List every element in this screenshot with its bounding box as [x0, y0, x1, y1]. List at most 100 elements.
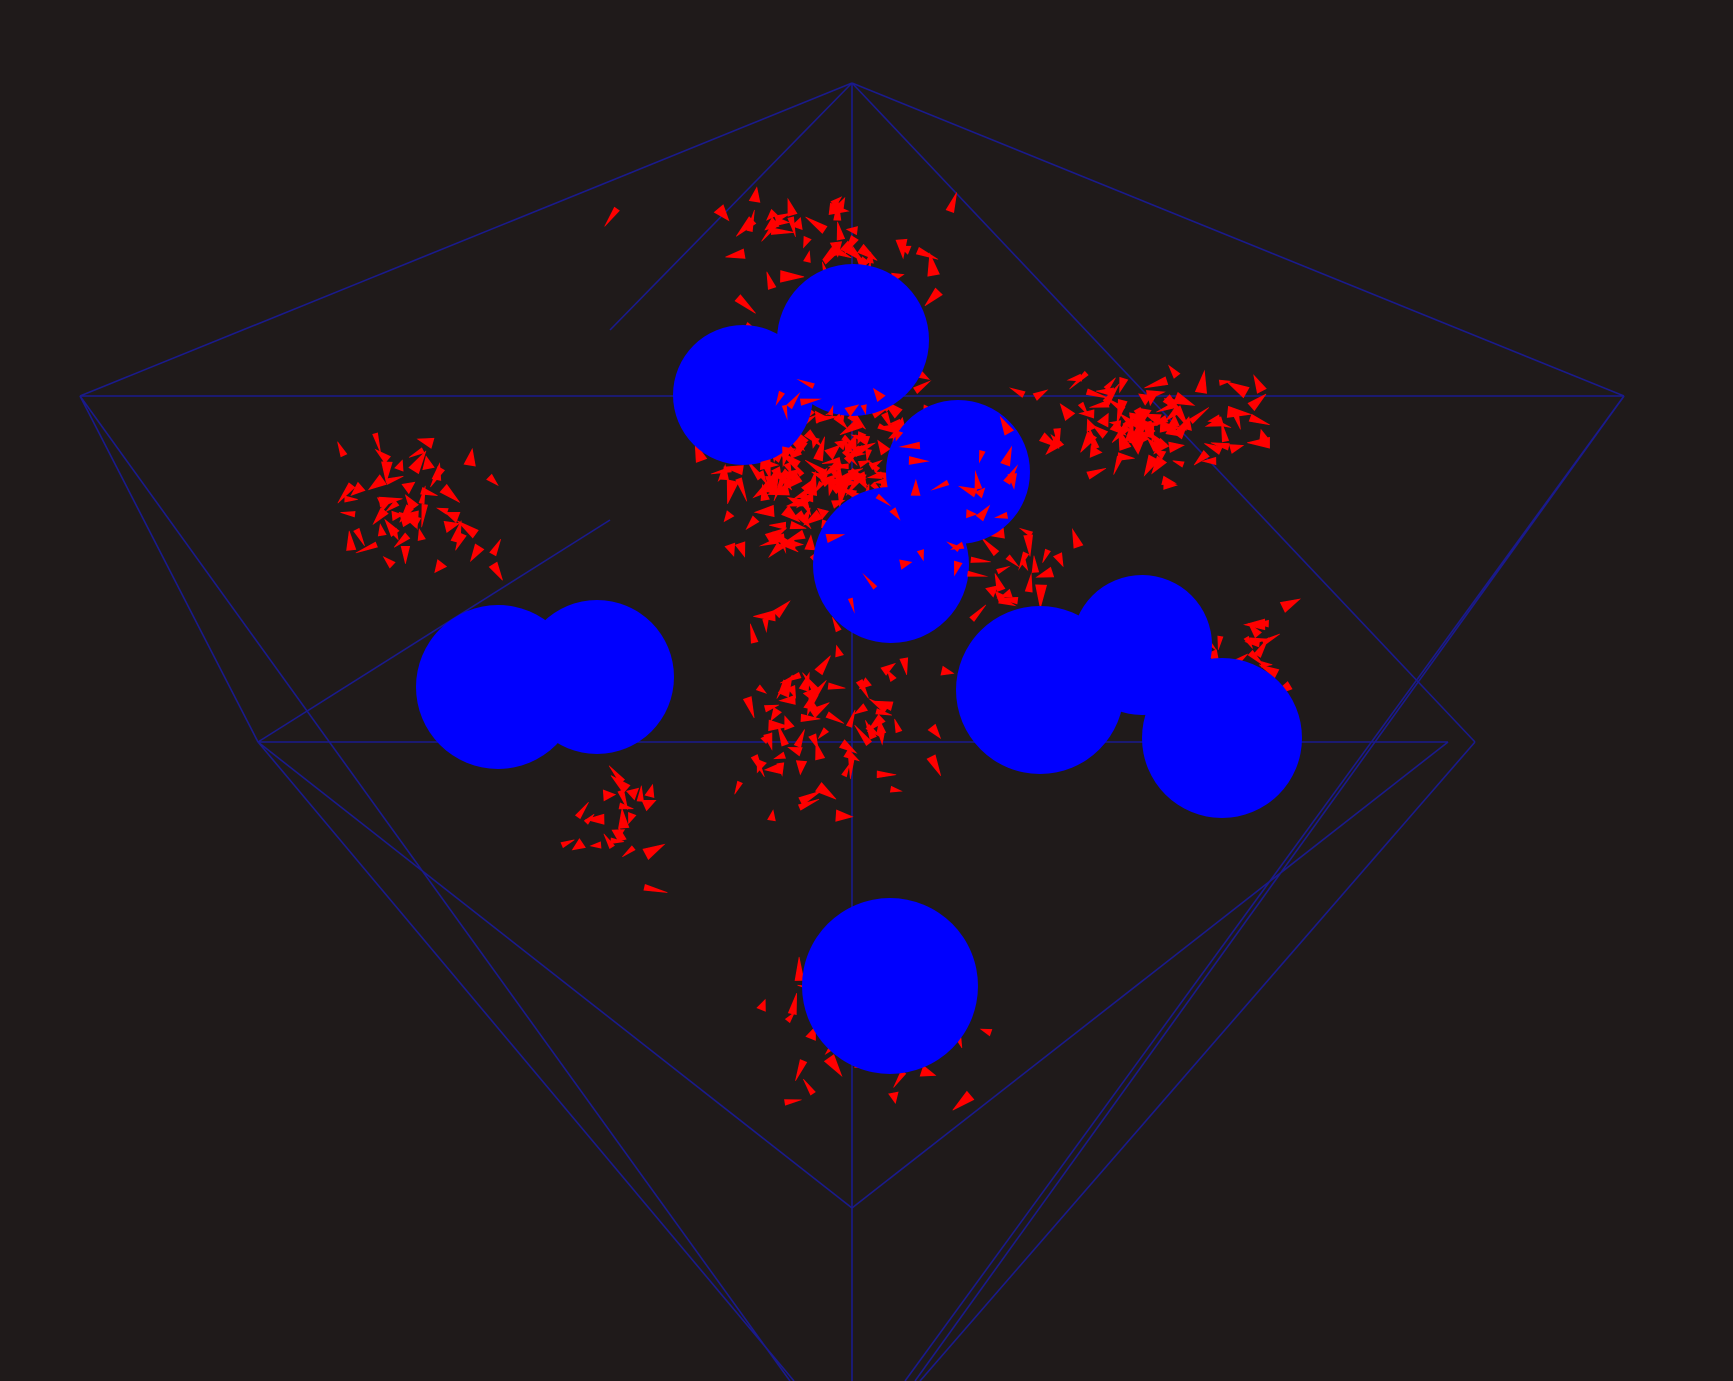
arrow-glyph-448: [924, 287, 943, 307]
arrow-glyph-321: [355, 541, 378, 554]
arrow-glyph-361: [886, 669, 897, 682]
arrow-glyph-511: [888, 1091, 899, 1105]
arrow-glyph-392: [779, 671, 802, 684]
arrow-glyph-278: [1103, 377, 1116, 392]
arrow-glyph-552: [771, 227, 795, 235]
arrow-glyph-470: [1247, 649, 1265, 667]
arrow-glyph-478: [1253, 637, 1269, 658]
arrow-glyph-87: [820, 473, 840, 488]
arrow-glyph-140: [841, 448, 858, 466]
arrow-glyph-194: [1144, 376, 1169, 389]
arrow-glyph-front-11: [910, 478, 921, 496]
arrow-glyph-front-0: [833, 413, 849, 430]
arrow-glyph-172: [793, 490, 808, 500]
arrow-glyph-front-35: [796, 378, 815, 389]
arrow-glyph-front-4: [782, 446, 792, 468]
arrow-glyph-330: [374, 448, 391, 464]
arrow-glyph-277: [1139, 408, 1152, 423]
sphere-5: [520, 600, 674, 754]
arrow-glyph-251: [1204, 416, 1225, 427]
arrow-glyph-15: [824, 444, 841, 461]
arrow-glyph-149: [794, 510, 812, 530]
arrow-glyph-front-55: [916, 549, 924, 562]
arrow-glyph-333: [393, 532, 411, 548]
arrow-glyph-524: [979, 1028, 993, 1037]
arrow-glyph-325: [389, 527, 399, 541]
arrow-glyph-244: [1119, 413, 1133, 426]
arrow-glyph-548: [644, 783, 655, 799]
arrow-glyph-281: [1179, 416, 1192, 431]
arrow-glyph-356: [835, 809, 854, 822]
arrow-glyph-380: [800, 713, 821, 722]
arrow-glyph-front-29: [752, 481, 774, 499]
arrow-glyph-309: [378, 496, 403, 508]
arrow-glyph-front-26: [862, 572, 878, 590]
arrow-glyph-256: [1089, 445, 1103, 458]
arrow-glyph-358: [940, 665, 955, 676]
arrow-glyph-227: [1038, 432, 1060, 449]
arrow-glyph-126: [769, 521, 787, 530]
arrow-glyph-front-21: [866, 471, 883, 479]
arrow-glyph-front-62: [847, 597, 855, 614]
arrow-glyph-front-32: [850, 434, 871, 446]
arrow-glyph-384: [773, 751, 786, 760]
bounding-box-wireframe: [79, 82, 1625, 1381]
arrow-glyph-559: [725, 248, 746, 259]
arrow-glyph-416: [803, 250, 811, 263]
arrow-glyph-339: [353, 527, 365, 546]
arrow-glyph-234: [1153, 449, 1167, 460]
arrow-glyph-282: [1119, 376, 1129, 394]
arrow-glyph-343: [814, 655, 831, 676]
arrow-glyph-472: [1258, 664, 1280, 679]
arrow-glyph-534: [626, 787, 640, 801]
arrow-glyph-396: [848, 756, 856, 780]
arrow-glyph-591: [1042, 548, 1051, 563]
arrow-glyph-front-46: [781, 404, 788, 421]
arrow-glyph-586: [969, 604, 987, 622]
arrow-glyph-front-22: [1000, 445, 1013, 467]
arrow-glyph-326: [400, 545, 411, 564]
arrow-glyph-529: [622, 845, 636, 858]
arrow-glyph-502: [794, 956, 805, 981]
arrow-glyph-376: [872, 700, 894, 711]
arrow-glyph-363: [798, 790, 822, 806]
arrow-glyph-170: [834, 439, 847, 451]
arrow-glyph-342: [825, 711, 845, 724]
arrow-glyph-336: [337, 482, 356, 504]
arrow-glyph-front-18: [996, 565, 1011, 575]
arrow-glyph-front-59: [974, 469, 983, 490]
arrow-glyph-312: [372, 432, 381, 454]
arrow-glyph-269: [1117, 452, 1135, 461]
arrow-glyph-293: [381, 461, 393, 484]
arrow-glyph-front-41: [872, 387, 886, 403]
sphere-cluster: [416, 264, 1302, 1074]
arrow-glyph-front-61: [785, 529, 806, 542]
arrow-glyph-532: [603, 833, 615, 850]
arrow-glyph-front-37: [760, 459, 771, 481]
arrow-glyph-375: [742, 696, 755, 719]
arrow-glyph-328: [398, 511, 411, 528]
arrow-glyph-324: [455, 532, 467, 551]
arrow-glyph-287: [1138, 393, 1153, 406]
arrow-glyph-571: [604, 206, 620, 227]
arrow-glyph-319: [469, 543, 485, 563]
arrow-glyph-315: [350, 481, 366, 497]
arrow-glyph-214: [1172, 460, 1185, 468]
arrow-glyph-89: [802, 509, 823, 526]
arrow-glyph-front-69: [998, 596, 1017, 607]
arrow-glyph-412: [865, 720, 877, 740]
arrow-glyph-480: [1260, 661, 1273, 668]
arrow-glyph-567: [828, 202, 850, 215]
arrow-glyph-420: [915, 246, 939, 260]
arrow-glyph-front-42: [776, 533, 787, 555]
arrow-glyph-169: [773, 469, 798, 481]
arrow-glyph-344: [845, 709, 856, 728]
wireframe-edge-7: [257, 741, 853, 1209]
arrow-glyph-393: [793, 729, 805, 749]
arrow-glyph-578: [1035, 584, 1048, 609]
arrow-glyph-front-31: [974, 487, 986, 499]
arrow-glyph-177: [822, 458, 845, 477]
arrow-glyph-195: [1173, 391, 1196, 406]
